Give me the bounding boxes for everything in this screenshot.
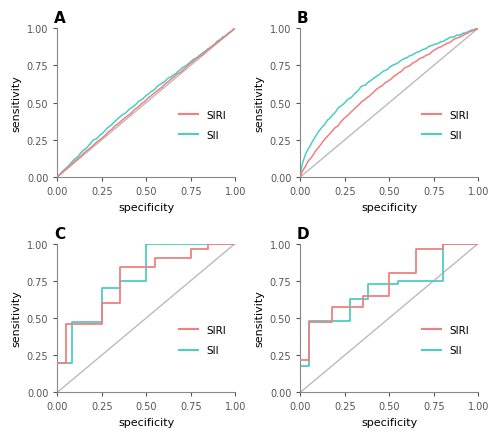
Y-axis label: sensitivity: sensitivity xyxy=(254,290,264,346)
Y-axis label: sensitivity: sensitivity xyxy=(254,75,264,132)
Legend: SIRI, SII: SIRI, SII xyxy=(418,321,473,360)
Y-axis label: sensitivity: sensitivity xyxy=(11,75,21,132)
Y-axis label: sensitivity: sensitivity xyxy=(11,290,21,346)
Text: B: B xyxy=(297,11,308,26)
Legend: SIRI, SII: SIRI, SII xyxy=(175,321,230,360)
Text: D: D xyxy=(297,226,310,241)
X-axis label: specificity: specificity xyxy=(361,417,418,427)
Text: C: C xyxy=(54,226,65,241)
X-axis label: specificity: specificity xyxy=(361,202,418,212)
X-axis label: specificity: specificity xyxy=(118,417,174,427)
Text: A: A xyxy=(54,11,66,26)
X-axis label: specificity: specificity xyxy=(118,202,174,212)
Legend: SIRI, SII: SIRI, SII xyxy=(175,106,230,145)
Legend: SIRI, SII: SIRI, SII xyxy=(418,106,473,145)
